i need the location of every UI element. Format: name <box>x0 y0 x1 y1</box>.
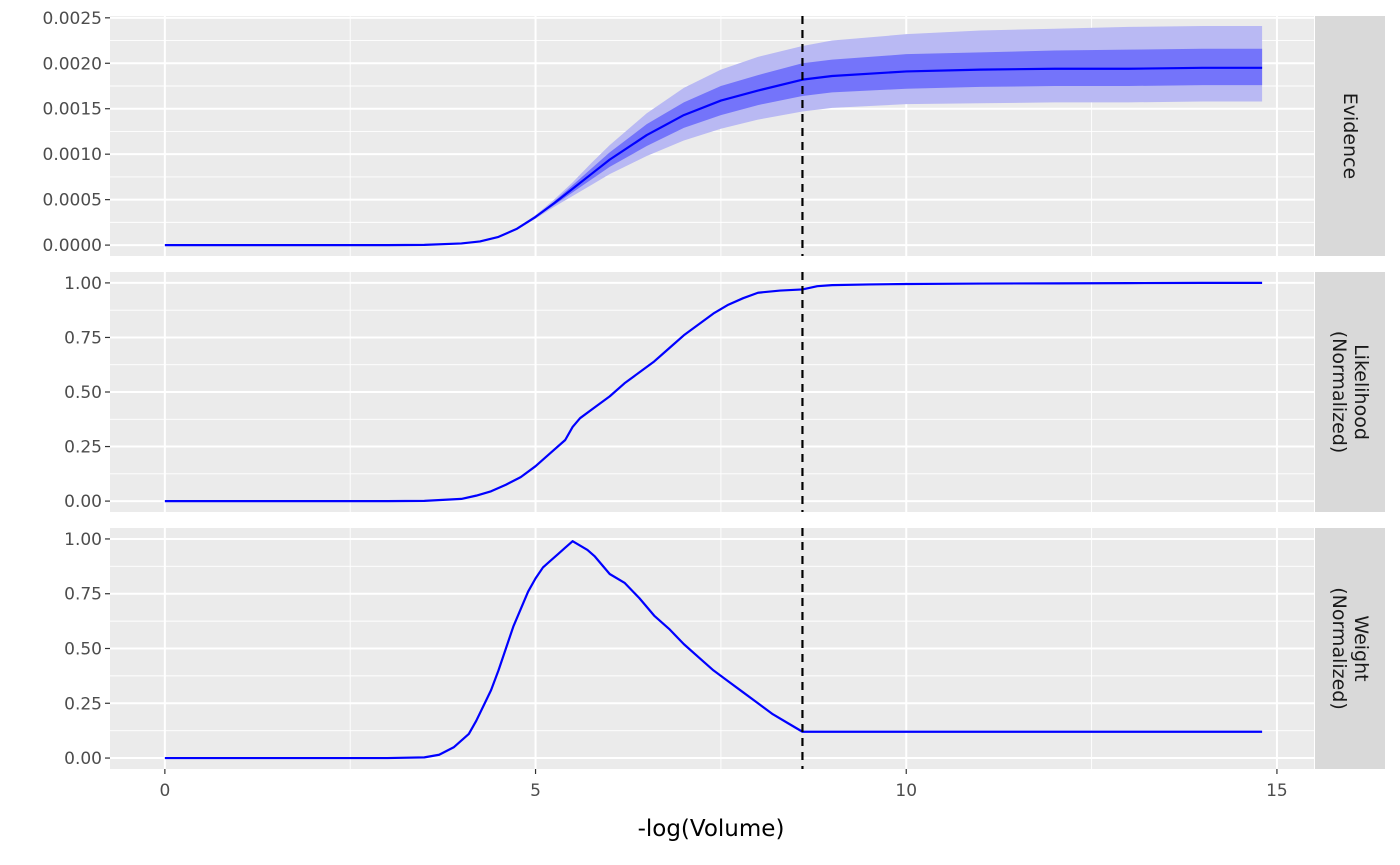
y-tick-label: 0.50 <box>64 640 102 660</box>
y-tick-label: 0.00 <box>64 749 102 769</box>
x-tick-label: 5 <box>530 781 541 801</box>
x-tick-label: 0 <box>159 781 170 801</box>
y-tick-label: 0.0015 <box>43 100 102 120</box>
y-tick-label: 0.0005 <box>43 191 102 211</box>
y-tick-label: 1.00 <box>64 274 102 294</box>
series-line <box>164 281 1263 503</box>
panel-2: 0.00 0.25 0.50 0.75 1.00 Likelihood(Normalize… <box>64 272 1385 512</box>
panel-3: 0.00 0.25 0.50 0.75 1.00 Weight(Normalized) <box>64 528 1385 769</box>
y-tick-label: 0.25 <box>64 694 102 714</box>
y-tick-label: 0.0000 <box>43 236 102 256</box>
facet-strip <box>1315 16 1385 256</box>
y-tick-label: 0.0010 <box>43 145 102 165</box>
y-tick-label: 1.00 <box>64 530 102 550</box>
x-tick-label: 10 <box>895 781 917 801</box>
series-line <box>164 540 1263 760</box>
y-tick-label: 0.0020 <box>43 54 102 74</box>
y-tick-label: 0.75 <box>64 585 102 605</box>
facet-strip <box>1315 272 1385 512</box>
y-tick-label: 0.0025 <box>43 9 102 29</box>
y-tick-label: 0.75 <box>64 328 102 348</box>
series-line <box>164 66 1263 247</box>
strip-label: (Normalized) <box>1328 331 1350 454</box>
x-axis-title: -log(Volume) <box>638 816 785 842</box>
x-tick-label: 15 <box>1266 781 1288 801</box>
panel-1: 0.0000 0.0005 0.0010 0.0015 0.0020 0.0025 Evid… <box>43 9 1385 256</box>
y-tick-label: 0.25 <box>64 438 102 458</box>
strip-label: Weight <box>1350 615 1372 681</box>
facet-strip <box>1315 528 1385 769</box>
strip-label: Likelihood <box>1350 344 1372 440</box>
y-tick-label: 0.50 <box>64 383 102 403</box>
strip-label: (Normalized) <box>1328 587 1350 710</box>
strip-label: Evidence <box>1339 93 1361 179</box>
y-tick-label: 0.00 <box>64 492 102 512</box>
